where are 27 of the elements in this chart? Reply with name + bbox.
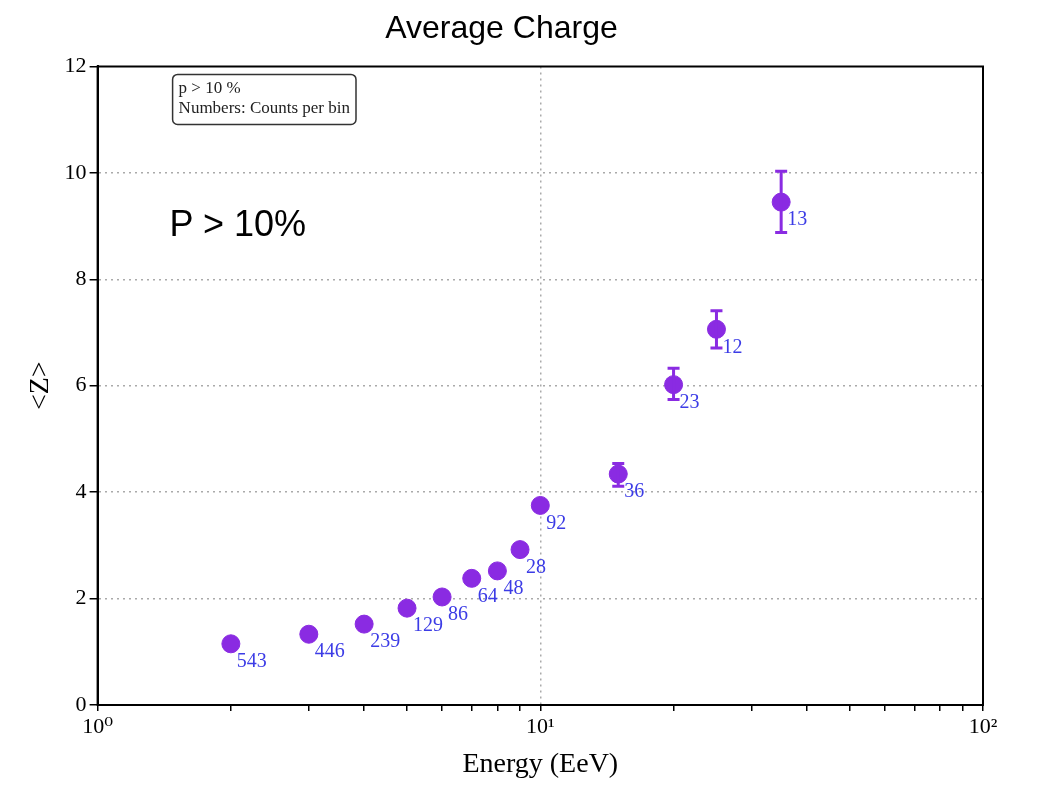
annotation: 543 [236,649,267,672]
annotation: 12 [722,334,743,357]
annotation: 48 [503,576,524,599]
y-tick-label: 8 [75,265,87,291]
y-tick-label: 10 [64,158,87,184]
annotation: 13 [787,207,808,230]
y-tick-label: 2 [75,584,87,610]
annotation: 92 [546,510,567,533]
annotation: p > 10 % [178,78,241,98]
x-tick-label: 10² [968,712,998,738]
annotation: 64 [477,583,498,606]
annotation: 446 [314,639,345,662]
annotation: 86 [448,602,469,625]
x-axis-title: Energy (EeV) [462,746,619,778]
y-axis-title: <Z> [23,361,55,411]
x-tick-label: 10¹ [526,712,555,738]
y-tick-label: 12 [64,52,87,78]
annotation: 129 [413,613,444,636]
annotation: P > 10% [169,203,307,245]
y-tick-label: 6 [75,371,87,397]
annotation: 28 [526,554,547,577]
y-tick-label: 4 [75,477,87,503]
chart-title: Average Charge [385,9,618,46]
annotation: Numbers: Counts per bin [178,98,351,118]
annotation: 239 [370,629,401,652]
annotation: 23 [679,389,700,412]
annotation: 36 [624,479,645,502]
